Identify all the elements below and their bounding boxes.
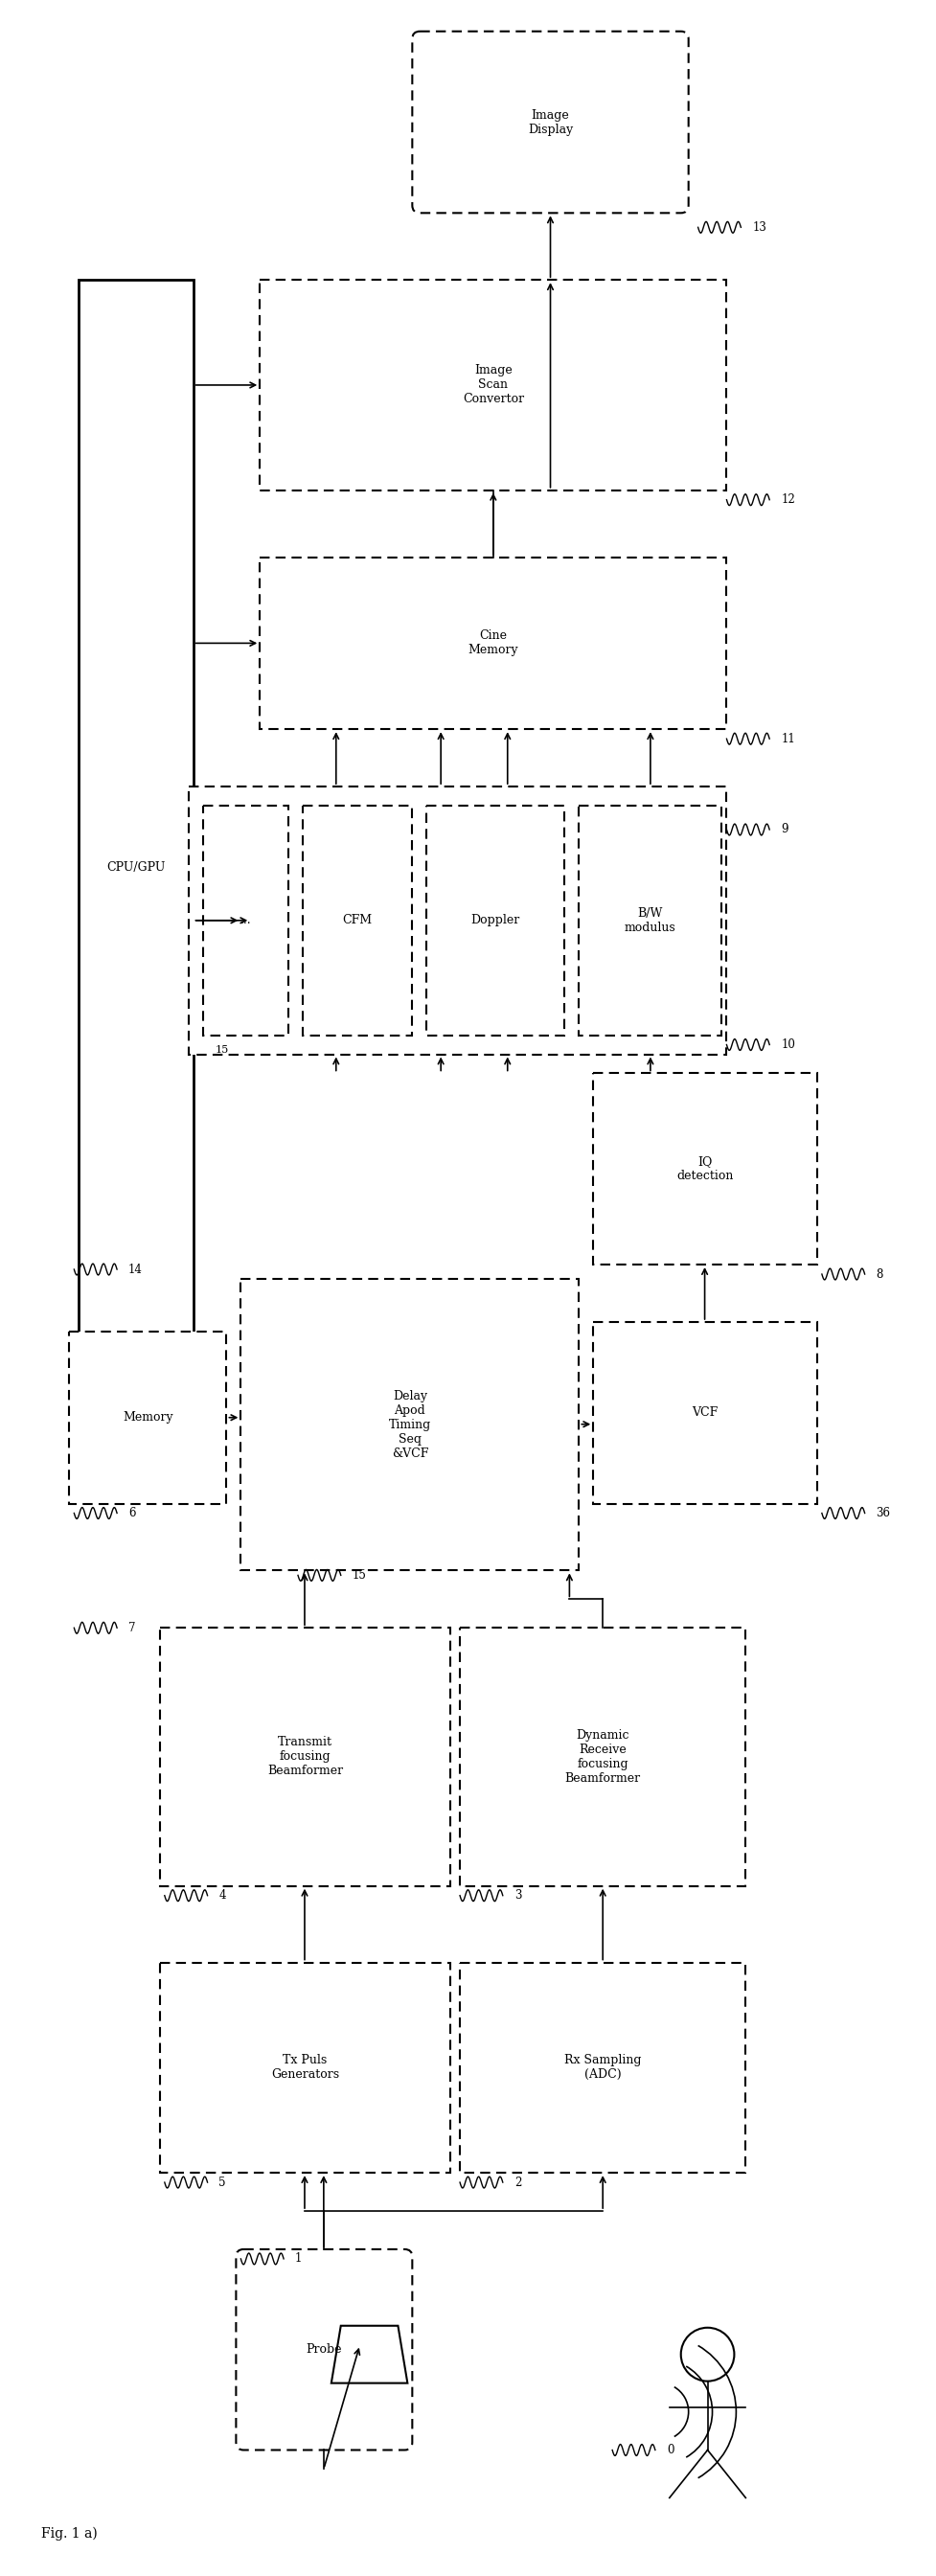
Text: CFM: CFM	[343, 914, 373, 927]
FancyBboxPatch shape	[412, 31, 689, 214]
Bar	[460, 1963, 746, 2172]
Bar	[241, 1278, 579, 1571]
Bar	[302, 806, 412, 1036]
Bar	[460, 1628, 746, 1886]
Text: 12: 12	[781, 495, 795, 505]
Bar	[160, 1963, 450, 2172]
Text: Dynamic
Receive
focusing
Beamformer: Dynamic Receive focusing Beamformer	[565, 1728, 641, 1785]
Text: Image
Scan
Convertor: Image Scan Convertor	[462, 363, 524, 404]
Bar	[260, 281, 726, 489]
Text: ...: ...	[240, 914, 251, 927]
Text: 6: 6	[128, 1507, 136, 1520]
Text: Delay
Apod
Timing
Seq
&VCF: Delay Apod Timing Seq &VCF	[388, 1388, 431, 1461]
FancyBboxPatch shape	[236, 2249, 412, 2450]
Text: Tx Puls
Generators: Tx Puls Generators	[271, 2053, 339, 2081]
Text: 4: 4	[219, 1888, 227, 1901]
Bar	[593, 1321, 817, 1504]
Text: 3: 3	[514, 1888, 521, 1901]
Text: 15: 15	[215, 1046, 228, 1054]
Text: 14: 14	[128, 1262, 142, 1275]
Bar	[69, 1332, 227, 1504]
Text: Doppler: Doppler	[471, 914, 520, 927]
Text: B/W
modulus: B/W modulus	[624, 907, 676, 935]
Text: Memory: Memory	[123, 1412, 173, 1425]
Text: Image
Display: Image Display	[528, 108, 573, 137]
Text: 13: 13	[753, 222, 767, 234]
Text: Cine
Memory: Cine Memory	[468, 629, 519, 657]
Text: 10: 10	[781, 1038, 796, 1051]
Text: Rx Sampling
(ADC): Rx Sampling (ADC)	[564, 2053, 641, 2081]
Bar	[203, 806, 288, 1036]
Text: Probe: Probe	[306, 2344, 343, 2357]
Text: 15: 15	[352, 1569, 367, 1582]
Bar	[160, 1628, 450, 1886]
Text: CPU/GPU: CPU/GPU	[107, 860, 166, 873]
Bar	[260, 556, 726, 729]
Bar	[593, 1074, 817, 1265]
Text: Fig. 1 a): Fig. 1 a)	[41, 2527, 97, 2540]
Text: 0: 0	[666, 2445, 674, 2458]
Text: 8: 8	[876, 1267, 884, 1280]
Text: VCF: VCF	[692, 1406, 718, 1419]
Text: 5: 5	[219, 2177, 227, 2190]
Text: 7: 7	[128, 1623, 136, 1633]
Text: 2: 2	[514, 2177, 521, 2190]
Text: IQ
detection: IQ detection	[677, 1157, 734, 1182]
Bar	[427, 806, 564, 1036]
Text: 1: 1	[295, 2251, 302, 2264]
Bar	[79, 281, 193, 1455]
Text: Transmit
focusing
Beamformer: Transmit focusing Beamformer	[267, 1736, 343, 1777]
Text: 11: 11	[781, 732, 795, 744]
Bar	[188, 786, 726, 1054]
Bar	[579, 806, 722, 1036]
Text: 9: 9	[781, 824, 788, 835]
Text: 36: 36	[876, 1507, 890, 1520]
